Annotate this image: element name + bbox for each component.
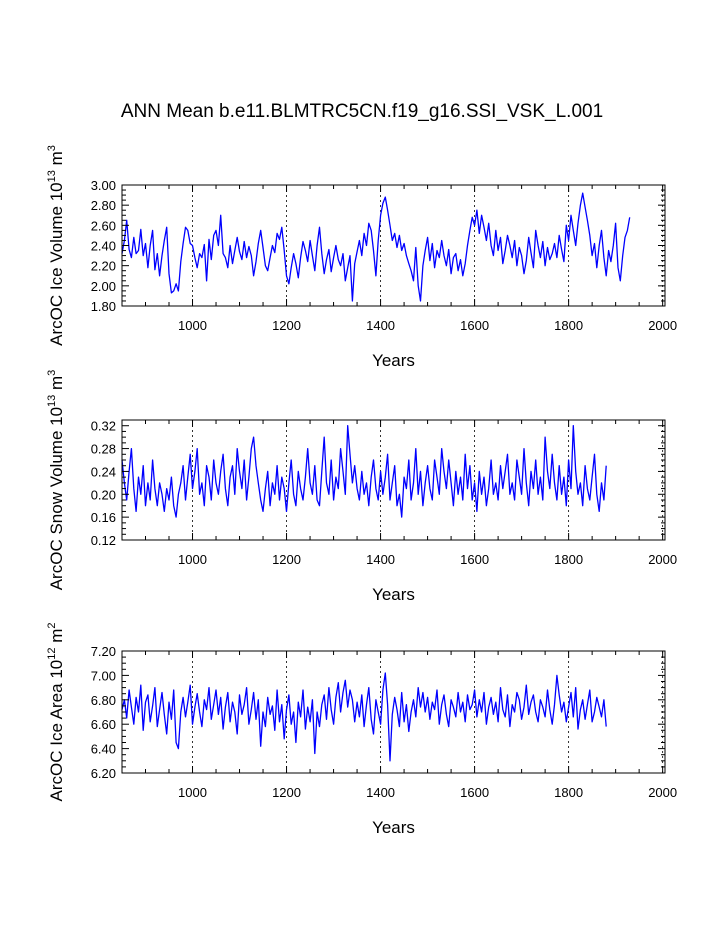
x-tick-label: 1400 xyxy=(366,785,395,800)
data-line xyxy=(121,425,607,518)
y-tick-label: 0.20 xyxy=(91,487,116,502)
data-line xyxy=(121,192,631,302)
x-tick-label: 1800 xyxy=(554,318,583,333)
y-tick-label: 7.20 xyxy=(91,644,116,659)
y-tick-label: 0.28 xyxy=(91,442,116,457)
main-title: ANN Mean b.e11.BLMTRC5CN.f19_g16.SSI_VSK… xyxy=(121,101,603,122)
x-tick-label: 2000 xyxy=(648,552,677,567)
x-tick-label: 1200 xyxy=(272,552,301,567)
plot-frame xyxy=(121,184,666,307)
y-axis-title: ArcOC Snow Volume 1013 m3 xyxy=(46,370,66,591)
x-tick-label: 1200 xyxy=(272,785,301,800)
x-tick-label: 1600 xyxy=(460,552,489,567)
data-line xyxy=(121,672,607,762)
x-tick-label: 1400 xyxy=(366,552,395,567)
y-tick-label: 6.40 xyxy=(91,742,116,757)
x-axis-title: Years xyxy=(372,351,415,370)
y-tick-label: 3.00 xyxy=(91,178,116,193)
y-tick-label: 0.32 xyxy=(91,419,116,434)
x-tick-label: 2000 xyxy=(648,318,677,333)
y-tick-label: 7.00 xyxy=(91,668,116,683)
y-tick-label: 6.80 xyxy=(91,693,116,708)
x-tick-label: 1000 xyxy=(178,552,207,567)
x-tick-label: 1200 xyxy=(272,318,301,333)
y-tick-label: 6.60 xyxy=(91,717,116,732)
y-axis-title: ArcOC Ice Area 1012 m2 xyxy=(46,623,66,802)
y-tick-label: 0.12 xyxy=(91,533,116,548)
y-tick-label: 2.20 xyxy=(91,259,116,274)
panel-snow-volume: 1000 1200 1400 1600 1800 2000 0.12 0.16 0.20 0.24… xyxy=(46,370,677,604)
x-tick-label: 1800 xyxy=(554,552,583,567)
x-tick-label: 1400 xyxy=(366,318,395,333)
x-tick-label: 1000 xyxy=(178,318,207,333)
panel-ice-volume: 1000 1200 1400 1600 1800 2000 1.80 2.00 2.20 2.40… xyxy=(46,145,677,370)
y-tick-label: 2.40 xyxy=(91,239,116,254)
panel-ice-area: 1000 1200 1400 1600 1800 2000 6.20 6.40 6.60 6.80… xyxy=(46,623,677,838)
x-axis-title: Years xyxy=(372,585,415,604)
y-axis-title: ArcOC Ice Volume 1013 m3 xyxy=(46,145,66,346)
y-tick-label: 1.80 xyxy=(91,299,116,314)
x-tick-label: 2000 xyxy=(648,785,677,800)
y-tick-label: 2.60 xyxy=(91,218,116,233)
x-axis-title: Years xyxy=(372,818,415,837)
x-tick-label: 1600 xyxy=(460,318,489,333)
x-tick-label: 1800 xyxy=(554,785,583,800)
y-tick-label: 0.24 xyxy=(91,464,116,479)
y-tick-label: 0.16 xyxy=(91,510,116,525)
x-tick-label: 1600 xyxy=(460,785,489,800)
plot-frame xyxy=(121,419,666,541)
x-tick-label: 1000 xyxy=(178,785,207,800)
y-tick-label: 6.20 xyxy=(91,766,116,781)
y-tick-label: 2.00 xyxy=(91,279,116,294)
y-tick-label: 2.80 xyxy=(91,198,116,213)
